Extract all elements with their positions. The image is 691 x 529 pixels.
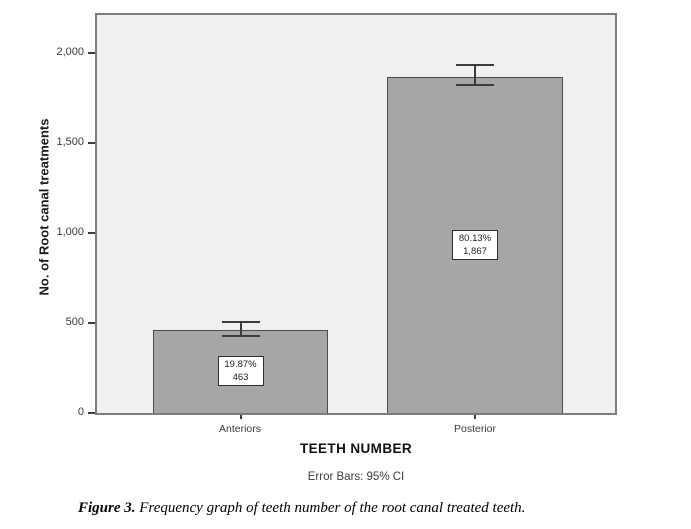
figure-caption-label: Figure 3. (78, 500, 136, 516)
y-tick-label: 2,000 (56, 45, 84, 58)
y-tick-label: 500 (65, 315, 84, 328)
error-bar-anteriors (221, 321, 260, 338)
error-bar-cap-bottom (456, 84, 494, 87)
data-label-count: 1,867 (463, 245, 487, 257)
error-bar-cap-bottom (221, 335, 260, 338)
data-label-percent: 19.87% (224, 359, 257, 371)
y-tick-label: 1,000 (56, 225, 84, 238)
error-bar-posterior (456, 63, 494, 87)
data-label-percent: 80.13% (458, 232, 492, 244)
y-tick-label: 0 (77, 406, 84, 418)
y-tick-mark (88, 51, 95, 54)
data-label-count: 463 (232, 372, 249, 384)
y-axis-title: No. of Root canal treatments (36, 118, 52, 296)
data-label-anteriors: 19.87% 463 (217, 356, 264, 387)
y-tick-mark (88, 231, 95, 234)
figure-caption: Figure 3. Frequency graph of teeth numbe… (78, 500, 678, 517)
x-category-posterior: Posterior (453, 423, 496, 435)
x-category-anteriors: Anteriors (218, 423, 261, 435)
x-axis-title: TEETH NUMBER (299, 441, 413, 456)
plot-area: 19.87% 463 80.13% 1,867 (95, 13, 617, 415)
data-label-posterior: 80.13% 1,867 (452, 229, 498, 260)
error-bars-footnote: Error Bars: 95% CI (307, 471, 405, 483)
y-tick-mark (88, 141, 95, 144)
error-bar-stem (239, 321, 242, 338)
figure-caption-text: Frequency graph of teeth number of the r… (135, 500, 526, 516)
y-tick-mark (88, 321, 95, 324)
y-tick-mark (88, 412, 95, 414)
error-bar-stem (474, 63, 476, 87)
x-tick-anteriors (239, 415, 242, 419)
x-tick-posterior (474, 415, 476, 419)
y-tick-label: 1,500 (56, 135, 84, 148)
